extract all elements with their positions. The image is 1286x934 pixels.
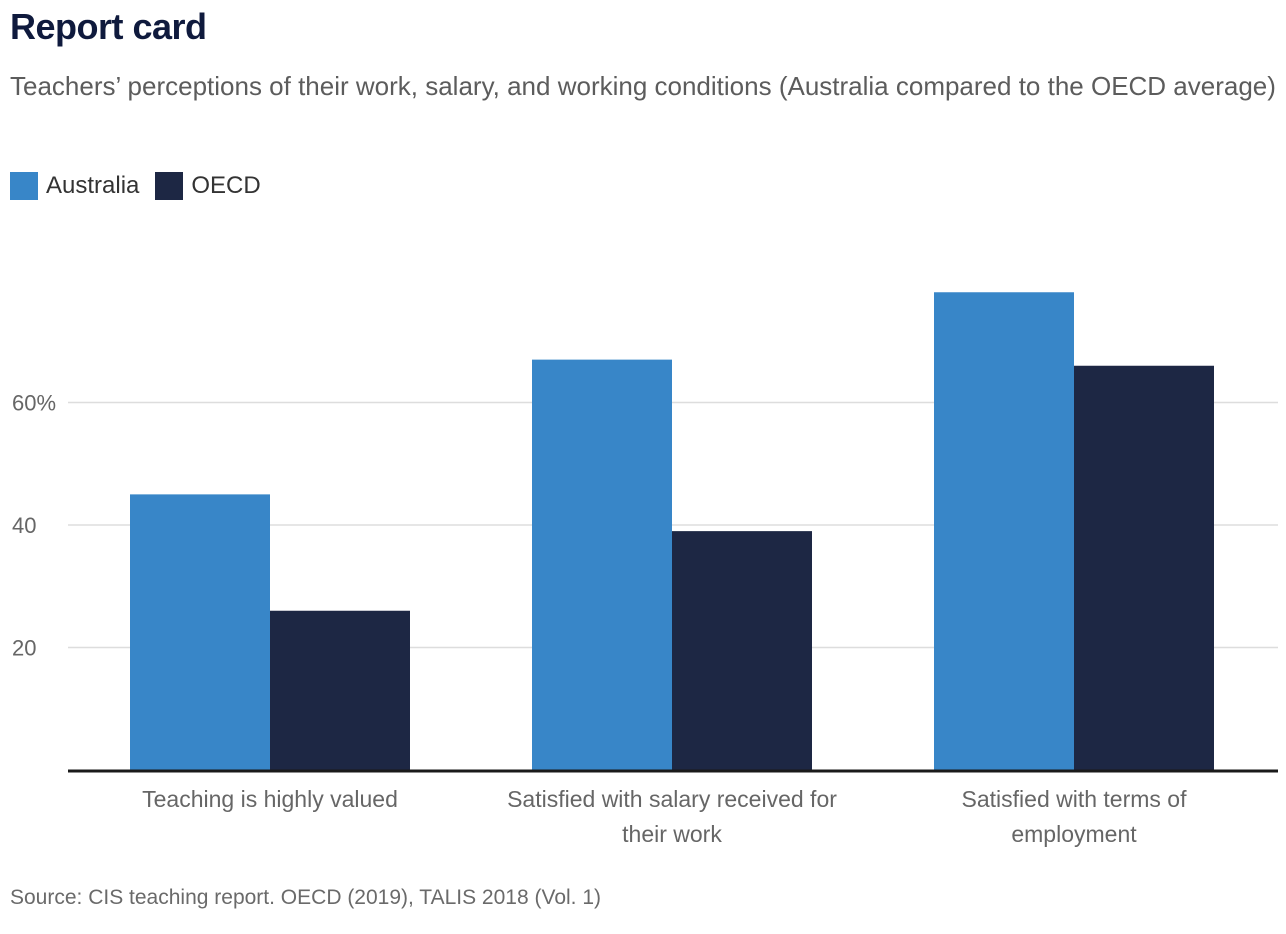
category-label-1-line-1: Teaching is highly valued (142, 786, 398, 812)
category-label-3-line-2: employment (1011, 821, 1137, 847)
chart-title: Report card (10, 6, 207, 47)
legend-label-australia: Australia (46, 172, 140, 199)
legend-swatch-oecd (155, 172, 184, 200)
category-label-2-line-2: their work (622, 821, 722, 847)
chart-subtitle: Teachers’ perceptions of their work, sal… (10, 71, 1276, 101)
category-label-2-line-1: Satisfied with salary received for (507, 786, 837, 812)
bar-australia-1 (130, 494, 270, 770)
bar-oecd-1 (270, 610, 410, 770)
legend-item-oecd: OECD (155, 172, 261, 200)
legend: Australia OECD (10, 172, 277, 200)
y-tick-label-40: 40 (12, 513, 36, 538)
legend-swatch-australia (10, 172, 38, 200)
legend-item-australia: Australia (10, 172, 139, 200)
legend-label-oecd: OECD (191, 172, 261, 199)
y-tick-label-60: 60% (12, 391, 56, 416)
source-note: Source: CIS teaching report. OECD (2019)… (10, 886, 602, 909)
bar-oecd-3 (1074, 365, 1214, 770)
category-label-3-line-1: Satisfied with terms of (962, 786, 1188, 812)
bar-australia-3 (934, 292, 1074, 770)
bar-oecd-2 (672, 531, 812, 770)
y-tick-label-20: 20 (12, 636, 36, 661)
bar-australia-2 (532, 359, 672, 770)
